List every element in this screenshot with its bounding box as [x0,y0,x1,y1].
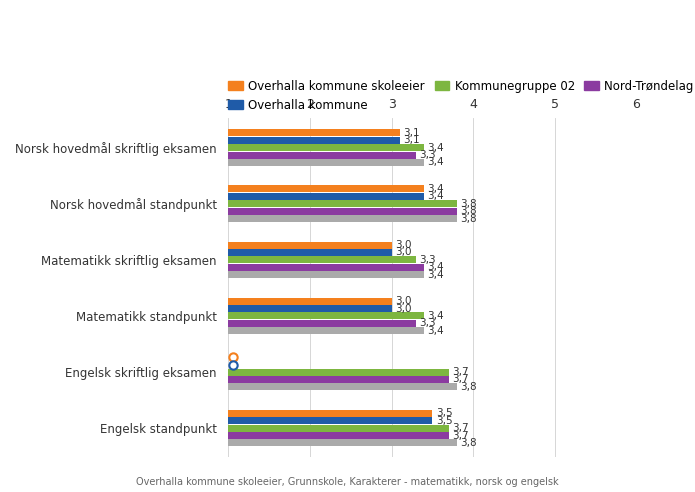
Text: 3,7: 3,7 [452,367,468,377]
Bar [229,439,457,446]
Bar [229,305,392,312]
Bar [229,264,425,271]
Text: 3,4: 3,4 [427,191,444,201]
Bar [229,256,416,263]
Text: 3,0: 3,0 [395,304,411,313]
Text: 3,5: 3,5 [436,416,452,426]
Bar [229,320,416,327]
Text: 3,4: 3,4 [427,326,444,336]
Bar [229,185,425,192]
Text: 3,4: 3,4 [427,270,444,279]
Text: 3,4: 3,4 [427,184,444,194]
Bar [229,129,400,136]
Text: 3,0: 3,0 [395,296,411,306]
Bar [229,369,449,375]
Text: 3,8: 3,8 [460,438,477,448]
Text: 3,4: 3,4 [427,262,444,272]
Text: 3,8: 3,8 [460,382,477,392]
Bar [229,242,392,248]
Bar [229,137,400,144]
Text: 3,4: 3,4 [427,311,444,321]
Bar [229,432,449,439]
Bar [229,249,392,256]
Bar [229,193,425,200]
Bar [229,327,425,334]
Text: 3,7: 3,7 [452,430,468,440]
Text: 3,3: 3,3 [419,150,436,160]
Text: 3,5: 3,5 [436,408,452,418]
Bar [229,200,457,207]
Bar [229,215,457,222]
Legend: Overhalla kommune skoleeier, Overhalla kommune, Kommunegruppe 02, Nord-Trøndelag: Overhalla kommune skoleeier, Overhalla k… [229,80,695,112]
Text: 3,0: 3,0 [395,240,411,250]
Bar [229,159,425,166]
Text: 3,7: 3,7 [452,423,468,433]
Text: 3,8: 3,8 [460,206,477,216]
Bar [229,410,432,417]
Text: 3,0: 3,0 [395,247,411,257]
Bar [229,152,416,158]
Bar [229,208,457,215]
Bar [229,144,425,151]
Text: 3,4: 3,4 [427,143,444,153]
Text: 3,4: 3,4 [427,157,444,167]
Bar [229,383,457,390]
Bar [229,312,425,319]
Text: 3,1: 3,1 [403,128,420,138]
Text: 3,8: 3,8 [460,214,477,223]
Text: 3,3: 3,3 [419,318,436,328]
Bar [229,376,449,383]
Text: Overhalla kommune skoleeier, Grunnskole, Karakterer - matematikk, norsk og engel: Overhalla kommune skoleeier, Grunnskole,… [136,477,559,487]
Text: 3,3: 3,3 [419,255,436,265]
Bar [229,417,432,424]
Bar [229,271,425,278]
Text: 3,1: 3,1 [403,135,420,145]
Text: 3,8: 3,8 [460,199,477,209]
Bar [229,425,449,431]
Bar [229,298,392,305]
Text: 3,7: 3,7 [452,374,468,384]
